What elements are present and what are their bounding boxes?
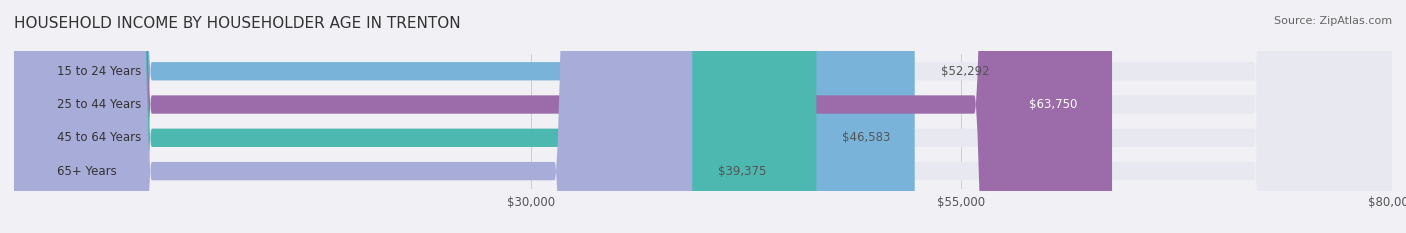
- Text: 65+ Years: 65+ Years: [58, 164, 117, 178]
- FancyBboxPatch shape: [14, 0, 1392, 233]
- Text: $63,750: $63,750: [1029, 98, 1077, 111]
- FancyBboxPatch shape: [14, 0, 1112, 233]
- Text: HOUSEHOLD INCOME BY HOUSEHOLDER AGE IN TRENTON: HOUSEHOLD INCOME BY HOUSEHOLDER AGE IN T…: [14, 16, 461, 31]
- FancyBboxPatch shape: [14, 0, 1392, 233]
- FancyBboxPatch shape: [14, 0, 915, 233]
- Text: $46,583: $46,583: [842, 131, 890, 144]
- Text: 25 to 44 Years: 25 to 44 Years: [58, 98, 142, 111]
- FancyBboxPatch shape: [14, 0, 1392, 233]
- FancyBboxPatch shape: [14, 0, 817, 233]
- FancyBboxPatch shape: [14, 0, 692, 233]
- FancyBboxPatch shape: [14, 0, 1392, 233]
- Text: 15 to 24 Years: 15 to 24 Years: [58, 65, 142, 78]
- Text: 45 to 64 Years: 45 to 64 Years: [58, 131, 142, 144]
- Text: $39,375: $39,375: [718, 164, 766, 178]
- Text: $52,292: $52,292: [941, 65, 990, 78]
- Text: Source: ZipAtlas.com: Source: ZipAtlas.com: [1274, 16, 1392, 26]
